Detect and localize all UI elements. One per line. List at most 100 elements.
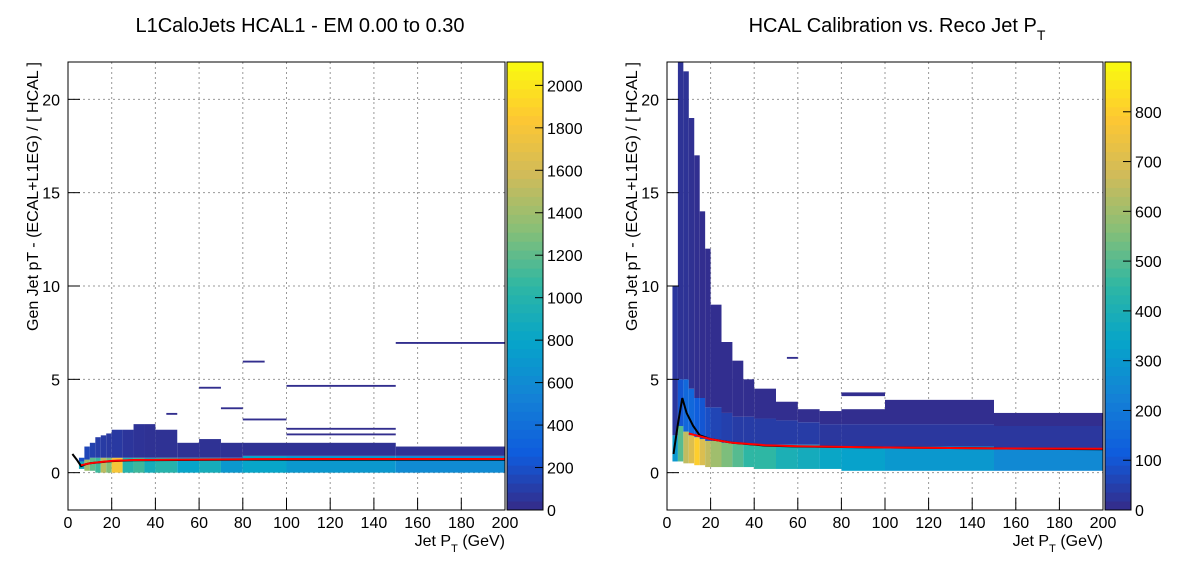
heatmap-cell [776,444,798,469]
heatmap-cell [819,446,842,469]
x-tick-label: 80 [234,515,252,532]
heatmap-cell [732,442,744,468]
fit-curve [80,458,505,467]
heatmap-cell [242,418,287,421]
colorbar-band [1105,330,1131,341]
y-axis-title: Gen Jet pT - (ECAL+L1EG) / [ HCAL ] [25,62,42,331]
colorbar-band [507,205,543,215]
heatmap-cell [133,424,145,458]
colorbar-band [507,438,543,448]
x-tick-label: 180 [1046,515,1073,532]
x-tick-label: 140 [959,515,986,532]
x-tick-label: 120 [915,515,942,532]
heatmap-cell [672,286,678,436]
colorbar-band [1105,124,1131,135]
colorbar-band [1105,456,1131,466]
colorbar-band [507,420,543,430]
colorbar-band [1105,411,1131,421]
x-tick-label: 160 [404,515,431,532]
y-tick-label: 10 [641,279,659,296]
x-axis-title: Jet PT (GeV) [415,533,505,555]
heatmap-cell [786,356,798,359]
colorbar-band [507,474,543,484]
colorbar-band [507,187,543,197]
heatmap-cell [841,409,885,425]
heatmap-cell [111,457,123,473]
heatmap-cell [721,342,733,413]
colorbar-band [1105,357,1131,368]
colorbar-tick-label: 400 [1135,304,1162,321]
heatmap-cell [743,444,755,468]
colorbar-band [1105,465,1131,475]
heatmap-cell [797,409,820,423]
heatmap-cell [705,440,711,468]
colorbar-tick-label: 1200 [547,248,583,265]
heatmap-cell [885,399,994,425]
heatmap-cell [743,379,755,417]
x-tick-label: 180 [448,515,475,532]
heatmap-cell [677,426,684,462]
colorbar-tick-label: 800 [1135,105,1162,122]
heatmap-cell [797,444,820,469]
colorbar-band [1105,142,1131,153]
colorbar-band [507,411,543,421]
colorbar-tick-label: 600 [1135,204,1162,221]
heatmap-cell [177,442,200,458]
colorbar-band [507,259,543,269]
colorbar-tick-label: 700 [1135,155,1162,172]
colorbar-tick-label: 1800 [547,121,583,138]
heatmap-cell [841,424,885,447]
colorbar-band [507,501,543,511]
colorbar-band [1105,214,1131,224]
heatmap-cell [705,407,711,441]
colorbar-band [1105,79,1131,90]
heatmap-cell [754,444,776,469]
colorbar-band [507,348,543,359]
colorbar-band [1105,223,1131,233]
heatmap-cell [710,440,722,468]
x-tick-label: 0 [663,515,672,532]
colorbar-band [507,357,543,368]
colorbar-band [507,375,543,386]
colorbar-band [1105,348,1131,359]
colorbar-band [507,303,543,314]
colorbar-band [507,384,543,395]
heatmap-cell [754,388,776,419]
colorbar-band [507,151,543,162]
colorbar-band [1105,483,1131,493]
colorbar-band [1105,366,1131,377]
heatmap-cell [220,442,243,458]
colorbar-band [507,241,543,251]
colorbar-band [1105,321,1131,332]
x-tick-label: 120 [317,515,344,532]
heatmap-cell [721,442,733,468]
heatmap-cell [699,398,706,440]
heatmap-cell [994,412,1103,426]
chart-title: L1CaloJets HCAL1 - EM 0.00 to 0.30 [135,15,464,37]
colorbar-band [1105,303,1131,314]
colorbar-band [507,115,543,126]
y-axis-title: Gen Jet pT - (ECAL+L1EG) / [ HCAL ] [624,62,641,331]
heatmap-cell [286,427,396,430]
heatmap-cell [84,459,90,471]
heatmap-cell [286,442,396,456]
heatmap-cell [694,437,700,466]
colorbar-band [507,366,543,377]
colorbar-tick-label: 400 [547,418,574,435]
heatmap-cell [797,422,820,445]
heatmap-cell [688,388,695,436]
colorbar-band [507,88,543,99]
colorbar-tick-label: 300 [1135,354,1162,371]
colorbar-band [1105,384,1131,395]
heatmap-cell [100,457,107,473]
colorbar-band [507,447,543,457]
colorbar-band [507,142,543,153]
chart-title: HCAL Calibration vs. Reco Jet PT [749,15,1046,43]
heatmap-cell [177,457,200,473]
colorbar-band [507,429,543,439]
colorbar-band [1105,97,1131,108]
heatmap-cell [106,457,112,473]
colorbar-band [1105,501,1131,511]
colorbar-band [1105,339,1131,350]
